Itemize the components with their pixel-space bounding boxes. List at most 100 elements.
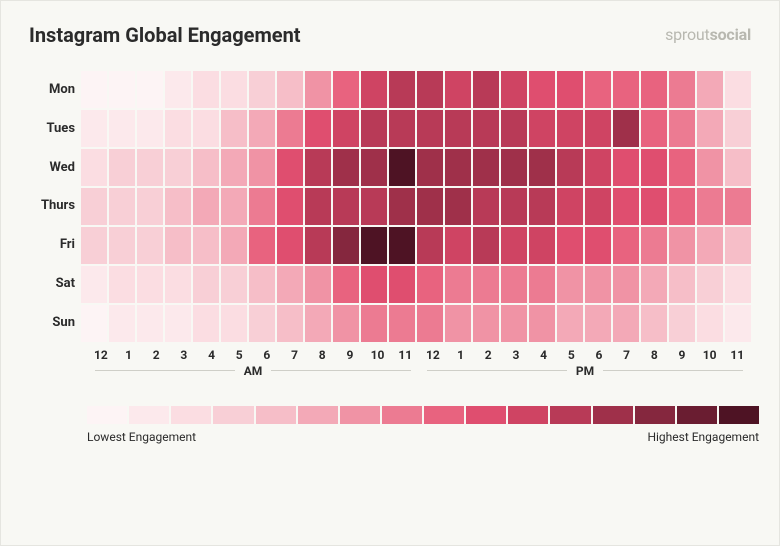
y-axis-label: Sun — [29, 304, 75, 342]
x-axis-label: 10 — [364, 348, 392, 362]
heatmap-cell — [417, 188, 443, 225]
x-axis-label: 7 — [613, 348, 641, 362]
heatmap-cell — [305, 227, 331, 264]
brand-logo: sproutsocial — [665, 25, 751, 44]
heatmap-cell — [445, 188, 471, 225]
heatmap-cell — [613, 149, 639, 186]
heatmap-cell — [473, 266, 499, 303]
heatmap-cell — [333, 110, 359, 147]
heatmap-cell — [725, 188, 751, 225]
heatmap-cell — [249, 71, 275, 108]
x-axis-label: 4 — [530, 348, 558, 362]
heatmap-cell — [81, 227, 107, 264]
y-axis-label: Tues — [29, 110, 75, 148]
heatmap-cell — [277, 149, 303, 186]
heatmap-cell — [165, 149, 191, 186]
heatmap-cell — [165, 110, 191, 147]
heatmap-cell — [501, 110, 527, 147]
legend-high-label: Highest Engagement — [647, 430, 759, 444]
heatmap-cell — [249, 149, 275, 186]
heatmap-cell — [445, 71, 471, 108]
heatmap-cell — [333, 149, 359, 186]
heatmap-cell — [389, 305, 415, 342]
heatmap-cell — [501, 149, 527, 186]
heatmap-cell — [473, 305, 499, 342]
heatmap-cell — [641, 149, 667, 186]
legend-cell — [340, 406, 380, 424]
heatmap-cell — [501, 266, 527, 303]
heatmap-cell — [445, 227, 471, 264]
heatmap-cell — [277, 110, 303, 147]
heatmap-cell — [165, 266, 191, 303]
heatmap-cell — [193, 110, 219, 147]
legend-labels: Lowest Engagement Highest Engagement — [87, 430, 759, 444]
heatmap-cell — [529, 305, 555, 342]
header: Instagram Global Engagement sproutsocial — [29, 23, 751, 47]
heatmap-cell — [473, 188, 499, 225]
heatmap-cell — [333, 266, 359, 303]
x-axis-label: 1 — [115, 348, 143, 362]
x-axis-label: 12 — [419, 348, 447, 362]
heatmap-cell — [305, 188, 331, 225]
legend: Lowest Engagement Highest Engagement — [87, 406, 759, 444]
heatmap-cell — [249, 266, 275, 303]
pm-section: PM — [419, 364, 751, 378]
heatmap-cell — [669, 149, 695, 186]
heatmap-cell — [137, 188, 163, 225]
heatmap-cell — [249, 188, 275, 225]
heatmap-cell — [193, 305, 219, 342]
legend-cell — [213, 406, 253, 424]
heatmap-cell — [137, 149, 163, 186]
x-axis-label: 4 — [198, 348, 226, 362]
heatmap-cell — [641, 227, 667, 264]
heatmap-cell — [361, 110, 387, 147]
brand-bold: social — [710, 25, 751, 44]
x-axis-label: 6 — [253, 348, 281, 362]
heatmap-cell — [81, 305, 107, 342]
heatmap-cell — [557, 227, 583, 264]
x-axis-label: 5 — [557, 348, 585, 362]
heatmap-cell — [473, 110, 499, 147]
heatmap-cell — [725, 266, 751, 303]
x-axis-label: 8 — [640, 348, 668, 362]
heatmap-cell — [697, 110, 723, 147]
heatmap-cell — [389, 110, 415, 147]
heatmap-cell — [137, 305, 163, 342]
heatmap-cell — [109, 188, 135, 225]
heatmap-cell — [613, 227, 639, 264]
heatmap-cell — [193, 266, 219, 303]
ampm-row: AM PM — [87, 364, 751, 378]
am-section: AM — [87, 364, 419, 378]
brand-light: sprout — [665, 25, 710, 44]
heatmap-cell — [725, 227, 751, 264]
heatmap-cell — [277, 227, 303, 264]
heatmap-cell — [389, 149, 415, 186]
heatmap-cell — [557, 305, 583, 342]
legend-cell — [508, 406, 548, 424]
heatmap-cell — [221, 188, 247, 225]
legend-cell — [129, 406, 169, 424]
heatmap-cell — [501, 188, 527, 225]
heatmap-cell — [669, 188, 695, 225]
x-axis-label: 6 — [585, 348, 613, 362]
legend-cell — [550, 406, 590, 424]
heatmap-cell — [333, 188, 359, 225]
heatmap-cell — [697, 188, 723, 225]
heatmap-cell — [109, 71, 135, 108]
y-axis-label: Mon — [29, 71, 75, 109]
heatmap-cell — [221, 266, 247, 303]
heatmap-cell — [221, 149, 247, 186]
heatmap-cell — [585, 149, 611, 186]
heatmap-cell — [669, 305, 695, 342]
x-axis-label: 11 — [723, 348, 751, 362]
heatmap-cell — [305, 305, 331, 342]
heatmap-cell — [165, 305, 191, 342]
heatmap-cell — [529, 149, 555, 186]
heatmap-cell — [641, 188, 667, 225]
heatmap-cell — [333, 227, 359, 264]
heatmap-cell — [641, 71, 667, 108]
heatmap-area: MonTuesWedThursFriSatSun — [29, 71, 751, 342]
heatmap-cell — [333, 305, 359, 342]
heatmap-cell — [109, 266, 135, 303]
heatmap-cell — [417, 110, 443, 147]
